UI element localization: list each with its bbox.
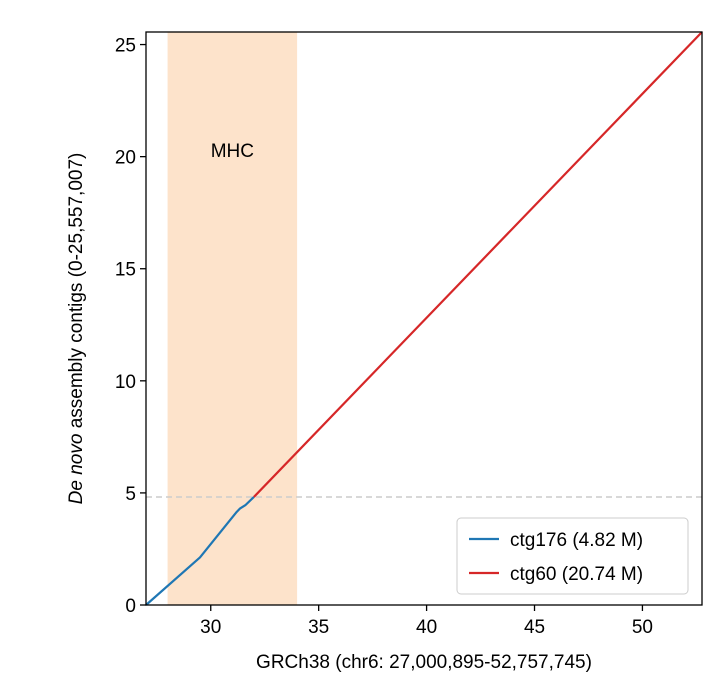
series-layer bbox=[145, 31, 703, 606]
shaded-region-mhc bbox=[167, 32, 298, 605]
x-tick-label: 30 bbox=[200, 617, 221, 638]
legend-entry-label: ctg176 (4.82 M) bbox=[510, 530, 643, 551]
legend-box bbox=[456, 517, 689, 595]
series-line-ctg176 bbox=[145, 496, 255, 606]
y-axis-label-rest: assembly contigs (0-25,557,007) bbox=[66, 153, 87, 434]
y-tick-label: 15 bbox=[115, 260, 136, 281]
legend-entry-label: ctg60 (20.74 M) bbox=[510, 564, 643, 585]
shaded-region-layer bbox=[167, 32, 298, 605]
legend: ctg176 (4.82 M) ctg60 (20.74 M) bbox=[456, 517, 689, 595]
shaded-region-label-layer: MHC bbox=[211, 141, 254, 162]
y-tick-layer: 0 5 10 15 20 25 bbox=[115, 36, 146, 617]
y-axis-label-italic: De novo bbox=[66, 434, 87, 505]
x-tick-label: 50 bbox=[632, 617, 653, 638]
x-axis-label: GRCh38 (chr6: 27,000,895-52,757,745) bbox=[256, 652, 592, 673]
y-tick-label: 10 bbox=[115, 372, 136, 393]
x-tick-layer: 30 35 40 45 50 bbox=[200, 605, 653, 638]
y-axis-label: De novo assembly contigs (0-25,557,007) bbox=[66, 153, 87, 505]
plot-frame bbox=[145, 31, 703, 606]
y-tick-label: 0 bbox=[125, 596, 136, 617]
shaded-region-label: MHC bbox=[211, 141, 254, 162]
y-tick-label: 20 bbox=[115, 148, 136, 169]
y-tick-label: 5 bbox=[125, 484, 136, 505]
y-tick-label: 25 bbox=[115, 36, 136, 57]
x-tick-label: 40 bbox=[416, 617, 437, 638]
x-tick-label: 35 bbox=[308, 617, 329, 638]
series-line-ctg60 bbox=[253, 31, 703, 498]
x-tick-label: 45 bbox=[524, 617, 545, 638]
